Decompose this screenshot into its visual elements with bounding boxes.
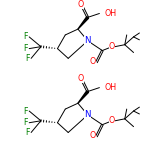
Text: F: F <box>23 32 28 41</box>
Text: O: O <box>90 131 96 140</box>
Text: OH: OH <box>104 9 116 18</box>
Text: F: F <box>23 44 28 53</box>
Polygon shape <box>78 91 89 103</box>
Text: F: F <box>23 118 28 127</box>
Text: O: O <box>78 0 84 9</box>
Text: N: N <box>85 36 91 45</box>
Polygon shape <box>78 17 89 29</box>
Text: OH: OH <box>104 83 116 92</box>
Text: N: N <box>85 111 91 119</box>
Text: O: O <box>78 74 84 83</box>
Text: F: F <box>23 107 28 116</box>
Text: F: F <box>25 54 29 63</box>
Text: O: O <box>90 57 96 66</box>
Text: O: O <box>109 116 115 125</box>
Text: F: F <box>25 128 29 137</box>
Text: O: O <box>109 42 115 51</box>
